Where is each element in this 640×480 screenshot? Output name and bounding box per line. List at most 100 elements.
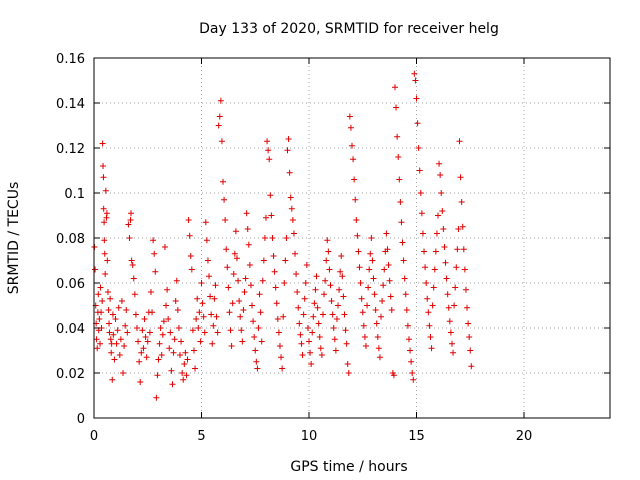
data-point — [242, 275, 249, 282]
data-point — [333, 316, 340, 322]
data-point — [441, 244, 448, 250]
data-point — [392, 84, 398, 91]
data-point — [203, 237, 210, 244]
data-point — [169, 381, 176, 388]
data-point — [293, 271, 300, 277]
data-point — [224, 264, 231, 271]
data-point — [403, 307, 410, 313]
data-point — [454, 246, 461, 253]
data-point — [232, 228, 239, 235]
data-point — [96, 316, 103, 322]
data-point — [283, 235, 290, 241]
data-point — [289, 217, 296, 223]
data-point — [131, 291, 138, 298]
data-point — [372, 307, 379, 313]
data-point — [324, 237, 331, 244]
data-point — [141, 316, 148, 322]
data-point — [100, 174, 107, 181]
data-point — [153, 394, 160, 401]
data-point — [104, 257, 111, 264]
data-point — [366, 266, 373, 273]
data-point — [433, 230, 440, 237]
data-point — [340, 293, 347, 300]
data-point — [134, 325, 140, 331]
data-point — [156, 340, 163, 347]
data-point — [99, 140, 106, 147]
data-point — [185, 217, 192, 223]
y-tick-label: 0.12 — [56, 142, 85, 157]
data-point — [341, 311, 348, 318]
data-point — [337, 268, 344, 275]
data-point — [178, 338, 185, 345]
data-point — [173, 277, 180, 284]
data-point — [351, 176, 358, 183]
data-point — [258, 338, 265, 345]
data-point — [451, 302, 458, 309]
data-point — [458, 199, 465, 205]
data-point — [115, 304, 122, 311]
data-point — [142, 334, 149, 340]
data-point — [237, 313, 244, 320]
data-point — [364, 302, 371, 309]
data-point — [231, 250, 238, 257]
data-point — [395, 154, 402, 160]
data-point — [275, 329, 282, 336]
x-tick-label: 0 — [90, 429, 98, 444]
data-point — [325, 248, 332, 255]
data-point — [194, 295, 201, 302]
data-point — [297, 331, 304, 338]
data-point — [144, 338, 151, 345]
data-point — [150, 237, 157, 244]
data-point — [102, 271, 109, 277]
y-tick-label: 0.1 — [64, 187, 85, 202]
data-point — [405, 336, 412, 343]
data-point — [235, 277, 242, 284]
data-point — [287, 194, 294, 201]
data-point — [282, 257, 289, 264]
data-point — [199, 300, 206, 307]
data-point — [374, 334, 381, 340]
data-point — [457, 174, 464, 181]
data-point — [101, 250, 108, 257]
data-point — [187, 253, 194, 259]
data-point — [385, 262, 392, 268]
data-point — [417, 190, 424, 196]
data-point — [332, 347, 339, 354]
y-tick-label: 0.14 — [56, 97, 85, 112]
data-point — [421, 248, 428, 255]
grid — [94, 58, 610, 418]
data-point — [430, 284, 437, 291]
data-point — [188, 266, 195, 273]
data-point — [244, 226, 251, 232]
data-point — [210, 322, 217, 329]
data-point — [243, 210, 250, 217]
data-point — [315, 320, 322, 327]
data-point — [273, 300, 280, 307]
data-point — [182, 349, 189, 356]
data-point — [154, 372, 161, 379]
data-point — [263, 214, 269, 221]
data-point — [192, 365, 199, 372]
data-point — [196, 309, 203, 316]
data-point — [416, 167, 423, 174]
data-point — [383, 230, 390, 237]
data-point — [425, 309, 432, 316]
data-point — [278, 354, 285, 361]
data-point — [396, 176, 403, 183]
data-points — [91, 70, 475, 401]
data-point — [269, 235, 276, 241]
data-point — [206, 273, 213, 280]
data-point — [230, 271, 237, 277]
data-point — [167, 329, 174, 336]
data-point — [214, 329, 221, 336]
data-point — [260, 257, 267, 264]
plot-frame — [93, 57, 611, 419]
data-point — [462, 286, 469, 293]
data-point — [111, 356, 118, 363]
data-point — [138, 349, 145, 356]
data-point — [411, 70, 418, 77]
x-tick-label: 15 — [408, 429, 425, 444]
data-point — [444, 291, 451, 298]
data-point — [322, 277, 329, 284]
